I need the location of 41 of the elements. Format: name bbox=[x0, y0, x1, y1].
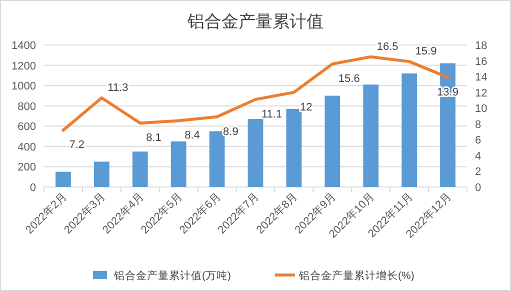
data-label: 8.9 bbox=[223, 126, 238, 138]
data-label: 16.5 bbox=[376, 40, 398, 53]
y-tick-label: 800 bbox=[18, 100, 36, 113]
y-tick-label: 1200 bbox=[12, 60, 36, 72]
y2-tick-label: 18 bbox=[475, 40, 488, 52]
y2-tick-label: 16 bbox=[475, 56, 488, 68]
bar bbox=[363, 84, 379, 187]
y-tick-label: 200 bbox=[18, 162, 36, 174]
bar bbox=[324, 96, 340, 187]
bar bbox=[56, 172, 71, 187]
y2-tick-label: 12 bbox=[475, 87, 488, 100]
bar bbox=[286, 108, 302, 187]
y2-tick-label: 10 bbox=[475, 103, 488, 116]
y2-tick-label: 14 bbox=[475, 72, 488, 84]
y-tick-label: 1400 bbox=[12, 40, 36, 52]
data-label: 11.1 bbox=[262, 108, 282, 120]
y-tick-label: 600 bbox=[18, 121, 36, 134]
data-label: 8.4 bbox=[184, 130, 200, 142]
data-label: 15.6 bbox=[338, 72, 360, 85]
bar bbox=[132, 152, 148, 187]
y-tick-label: 1000 bbox=[12, 80, 36, 93]
chart-title: 铝合金产量累计值 bbox=[186, 12, 324, 31]
y-tick-label: 400 bbox=[18, 141, 36, 154]
data-label: 15.9 bbox=[415, 46, 437, 58]
y2-tick-label: 6 bbox=[475, 134, 482, 147]
bar bbox=[94, 162, 110, 187]
y2-tick-label: 2 bbox=[475, 166, 482, 178]
y2-tick-label: 4 bbox=[475, 150, 482, 162]
y2-tick-label: 0 bbox=[475, 182, 482, 194]
y-tick-label: 0 bbox=[30, 182, 36, 194]
legend-label: 铝合金产量累计增长(%) bbox=[298, 269, 414, 282]
data-label: 11.3 bbox=[108, 82, 128, 94]
bar bbox=[248, 119, 264, 187]
legend-label: 铝合金产量累计值(万吨) bbox=[113, 269, 231, 282]
bar bbox=[209, 131, 225, 187]
data-label: 8.1 bbox=[146, 132, 162, 144]
y2-tick-label: 8 bbox=[475, 118, 482, 131]
data-label: 12 bbox=[300, 101, 312, 114]
data-label: 7.2 bbox=[69, 139, 85, 152]
bar bbox=[402, 73, 418, 187]
bar bbox=[170, 141, 186, 187]
